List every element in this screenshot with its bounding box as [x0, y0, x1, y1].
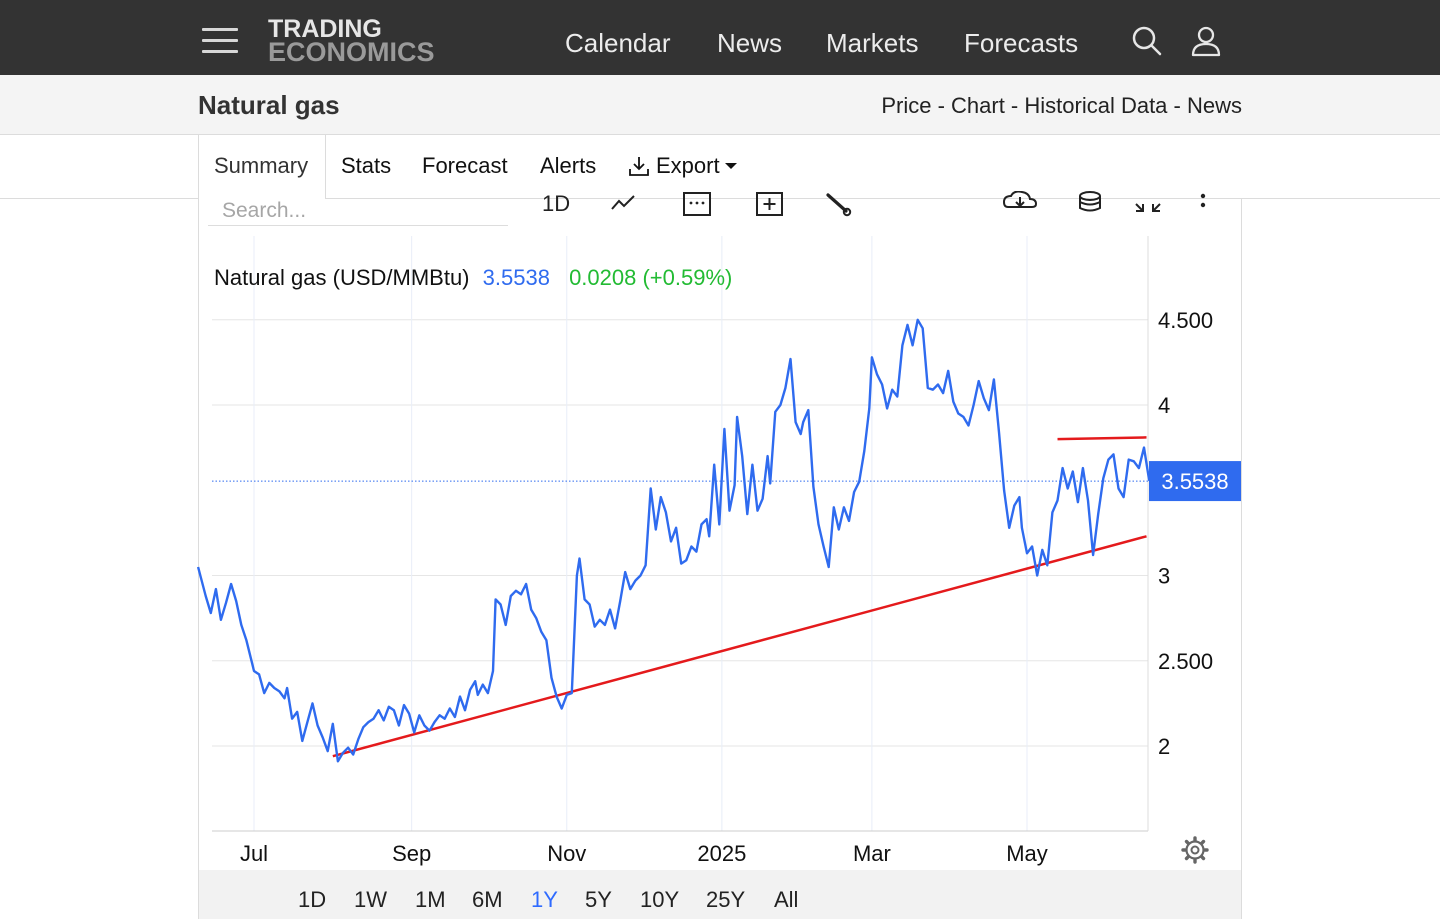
add-indicator-icon[interactable]: [755, 191, 785, 219]
link-chart[interactable]: Chart: [951, 93, 1005, 118]
x-tick-label: Sep: [392, 841, 431, 866]
price-line: [196, 318, 1155, 763]
current-price-tag: 3.5538: [1149, 461, 1241, 502]
legend-series-name: Natural gas (USD/MMBtu): [214, 265, 470, 290]
range-1d[interactable]: 1D: [298, 887, 327, 912]
nav-forecasts[interactable]: Forecasts: [964, 28, 1079, 58]
instrument-links: Price - Chart - Historical Data - News: [881, 93, 1242, 119]
price-tag-label: 3.5538: [1161, 469, 1228, 494]
range-all[interactable]: All: [774, 887, 799, 912]
chevron-down-icon: [724, 163, 737, 169]
x-tick-label: Mar: [853, 841, 891, 866]
trendline: [1057, 436, 1147, 441]
line-chart-icon[interactable]: [610, 191, 638, 219]
link-separator: -: [1167, 93, 1187, 118]
tab-alerts[interactable]: Alerts: [540, 153, 597, 178]
search-icon[interactable]: [1131, 25, 1163, 57]
logo-line-1: TRADING: [268, 15, 382, 43]
tab-stats[interactable]: Stats: [341, 153, 392, 178]
x-axis: Jul Sep Nov 2025 Mar May: [240, 841, 1048, 866]
range-10y[interactable]: 10Y: [640, 887, 680, 912]
interval-selector[interactable]: 1D: [542, 191, 571, 216]
nav-markets[interactable]: Markets: [826, 28, 919, 58]
trading-economics-logo[interactable]: TRADING ECONOMICS: [268, 15, 448, 68]
y-tick-label: 2.500: [1158, 649, 1213, 674]
nav-calendar[interactable]: Calendar: [565, 28, 671, 58]
active-tab-indicator: [198, 135, 326, 200]
database-icon[interactable]: [1077, 191, 1103, 219]
x-tick-label: 2025: [697, 841, 746, 866]
x-tick-label: Jul: [240, 841, 268, 866]
instrument-header: Natural gas Price - Chart - Historical D…: [0, 75, 1440, 135]
trendlines: [332, 436, 1147, 758]
range-1y[interactable]: 1Y: [531, 887, 558, 912]
logo-line-2: ECONOMICS: [268, 37, 435, 67]
nav-news[interactable]: News: [717, 28, 783, 58]
trendline: [332, 535, 1147, 758]
legend-change: 0.0208 (+0.59%): [569, 265, 732, 290]
hamburger-menu-icon[interactable]: [202, 27, 238, 55]
price-tag-box: [1149, 461, 1241, 502]
x-tick-label: Nov: [547, 841, 586, 866]
link-separator: -: [931, 93, 952, 118]
tab-summary[interactable]: Summary: [214, 153, 309, 178]
gear-icon[interactable]: [1181, 836, 1209, 864]
top-navigation-bar: TRADING ECONOMICS Calendar News Markets …: [0, 0, 1440, 75]
y-axis: 4.500 4 3 2.500 2: [1158, 308, 1213, 759]
range-1m[interactable]: 1M: [415, 887, 446, 912]
legend-last-value: 3.5538: [483, 265, 550, 290]
x-tick-label: May: [1006, 841, 1048, 866]
symbol-search-input[interactable]: [208, 196, 508, 226]
fullscreen-icon[interactable]: [1133, 191, 1163, 219]
price-series: [196, 318, 1155, 763]
link-price[interactable]: Price: [881, 93, 932, 118]
export-button[interactable]: Export: [627, 153, 738, 179]
range-selector-bar: 1D 1W 1M 6M 1Y 5Y 10Y 25Y All: [199, 870, 1241, 919]
y-tick-label: 4.500: [1158, 308, 1213, 333]
link-separator: -: [1004, 93, 1025, 118]
download-icon: [629, 157, 649, 176]
chart-panel: [198, 199, 1242, 919]
tab-forecast[interactable]: Forecast: [422, 153, 508, 178]
y-tick-label: 4: [1158, 393, 1170, 418]
chart-legend: Natural gas (USD/MMBtu) 3.5538 0.0208 (+…: [214, 265, 732, 290]
y-tick-label: 3: [1158, 564, 1170, 589]
link-news[interactable]: News: [1186, 93, 1242, 118]
page-title: Natural gas: [198, 90, 340, 120]
calendar-icon[interactable]: [682, 191, 712, 219]
range-6m[interactable]: 6M: [472, 887, 503, 912]
user-icon[interactable]: [1190, 25, 1222, 57]
y-tick-label: 2: [1158, 734, 1170, 759]
range-5y[interactable]: 5Y: [585, 887, 612, 912]
download-icon[interactable]: [1002, 191, 1038, 219]
export-label: Export: [656, 153, 720, 178]
draw-tool-icon[interactable]: [824, 191, 854, 219]
range-1w[interactable]: 1W: [354, 887, 387, 912]
link-historical-data[interactable]: Historical Data: [1024, 93, 1168, 118]
tabs-row: Summary Stats Forecast Alerts Export: [0, 135, 1440, 200]
chart-grid: [212, 236, 1149, 832]
more-icon[interactable]: [1196, 191, 1210, 219]
range-25y[interactable]: 25Y: [706, 887, 746, 912]
